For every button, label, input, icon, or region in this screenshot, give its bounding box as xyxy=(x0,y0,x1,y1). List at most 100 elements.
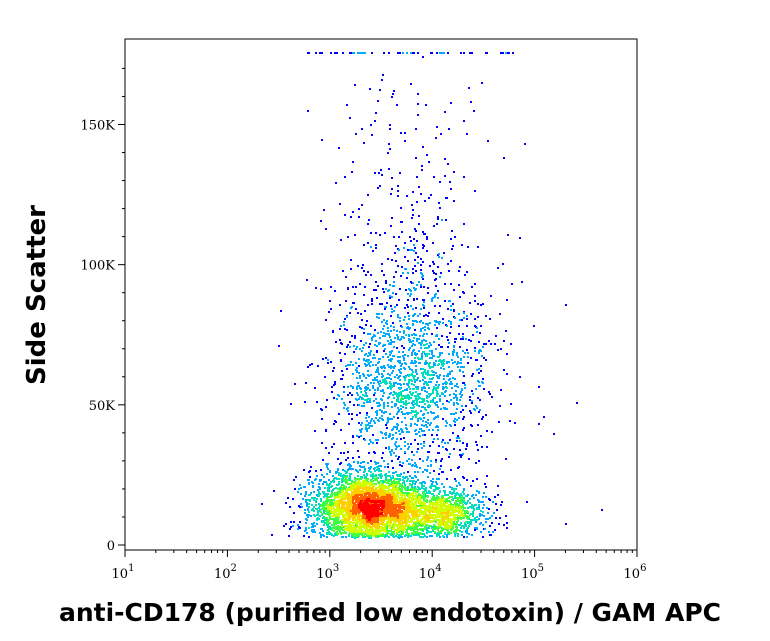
event-dot xyxy=(330,286,332,288)
event-dot xyxy=(432,390,434,392)
event-dot xyxy=(478,350,480,352)
event-dot xyxy=(424,329,426,331)
event-dot xyxy=(491,522,493,524)
event-dot xyxy=(293,521,295,523)
event-dot xyxy=(411,486,413,488)
event-dot xyxy=(363,344,365,346)
event-dot xyxy=(403,376,405,378)
event-dot xyxy=(438,256,440,258)
event-dot xyxy=(323,508,325,510)
event-dot xyxy=(393,484,395,486)
event-dot xyxy=(378,474,380,476)
event-dot xyxy=(460,338,462,340)
event-dot xyxy=(344,476,346,478)
event-dot xyxy=(361,204,363,206)
event-dot xyxy=(470,485,472,487)
event-dot xyxy=(437,218,439,220)
event-dot xyxy=(487,140,489,142)
event-dot xyxy=(440,361,442,363)
event-dot xyxy=(401,363,403,365)
event-dot xyxy=(373,289,375,291)
event-dot xyxy=(378,470,380,472)
event-dot xyxy=(413,454,415,456)
event-dot xyxy=(437,297,439,299)
event-dot xyxy=(459,370,461,372)
event-dot xyxy=(340,239,342,241)
event-dot xyxy=(380,390,382,392)
event-dot xyxy=(475,504,477,506)
event-dot xyxy=(491,515,493,517)
event-dot xyxy=(357,484,359,486)
event-dot xyxy=(417,93,419,95)
event-dot xyxy=(411,501,413,503)
event-dot xyxy=(381,303,383,305)
event-dot xyxy=(328,527,330,529)
event-dot xyxy=(341,525,343,527)
event-dot xyxy=(341,536,343,538)
event-dot xyxy=(369,398,371,400)
event-dot xyxy=(454,424,456,426)
event-dot xyxy=(447,517,449,519)
event-dot xyxy=(432,511,434,513)
event-dot xyxy=(422,231,424,233)
event-dot xyxy=(304,401,306,403)
event-dot xyxy=(292,498,294,500)
event-dot xyxy=(399,488,401,490)
event-dot xyxy=(330,511,332,513)
event-dot xyxy=(444,175,446,177)
event-dot xyxy=(439,207,441,209)
event-dot xyxy=(331,508,333,510)
event-dot xyxy=(397,338,399,340)
event-dot xyxy=(307,366,309,368)
event-dot xyxy=(423,351,425,353)
event-dot xyxy=(432,355,434,357)
event-dot xyxy=(424,408,426,410)
event-dot xyxy=(437,377,439,379)
event-dot xyxy=(331,515,333,517)
event-dot xyxy=(340,528,342,530)
event-dot xyxy=(301,506,303,508)
event-dot xyxy=(480,531,482,533)
event-dot xyxy=(440,523,442,525)
event-dot xyxy=(432,392,434,394)
event-dot xyxy=(415,503,417,505)
event-dot xyxy=(455,338,457,340)
event-dot xyxy=(415,476,417,478)
event-dot xyxy=(393,397,395,399)
event-dot xyxy=(408,379,410,381)
event-dot xyxy=(329,502,331,504)
event-dot xyxy=(444,442,446,444)
event-dot xyxy=(410,52,412,54)
event-dot xyxy=(324,519,326,521)
event-dot xyxy=(420,344,422,346)
event-dot xyxy=(404,484,406,486)
event-dot xyxy=(386,482,388,484)
event-dot xyxy=(454,341,456,343)
event-dot xyxy=(446,478,448,480)
event-dot xyxy=(397,190,399,192)
event-dot xyxy=(407,272,409,274)
event-dot xyxy=(494,529,496,531)
event-dot xyxy=(385,282,387,284)
event-dot xyxy=(290,403,292,405)
event-dot xyxy=(429,472,431,474)
event-dot xyxy=(300,487,302,489)
event-dot xyxy=(467,500,469,502)
event-dot xyxy=(316,494,318,496)
event-dot xyxy=(391,450,393,452)
event-dot xyxy=(397,316,399,318)
event-dot xyxy=(316,475,318,477)
event-dot xyxy=(386,320,388,322)
event-dot xyxy=(386,323,388,325)
event-dot xyxy=(336,484,338,486)
event-dot xyxy=(445,518,447,520)
event-dot xyxy=(424,469,426,471)
event-dot xyxy=(400,473,402,475)
event-dot xyxy=(455,394,457,396)
event-dot xyxy=(436,390,438,392)
event-dot xyxy=(320,220,322,222)
event-dot xyxy=(485,359,487,361)
event-dot xyxy=(398,351,400,353)
event-dot xyxy=(429,517,431,519)
event-dot xyxy=(310,466,312,468)
